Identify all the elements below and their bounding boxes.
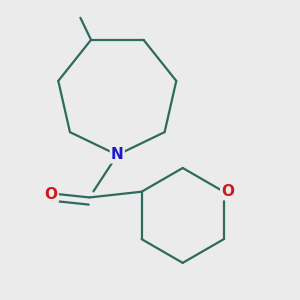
Text: O: O <box>45 187 58 202</box>
Text: O: O <box>221 184 234 199</box>
Text: N: N <box>111 147 124 162</box>
